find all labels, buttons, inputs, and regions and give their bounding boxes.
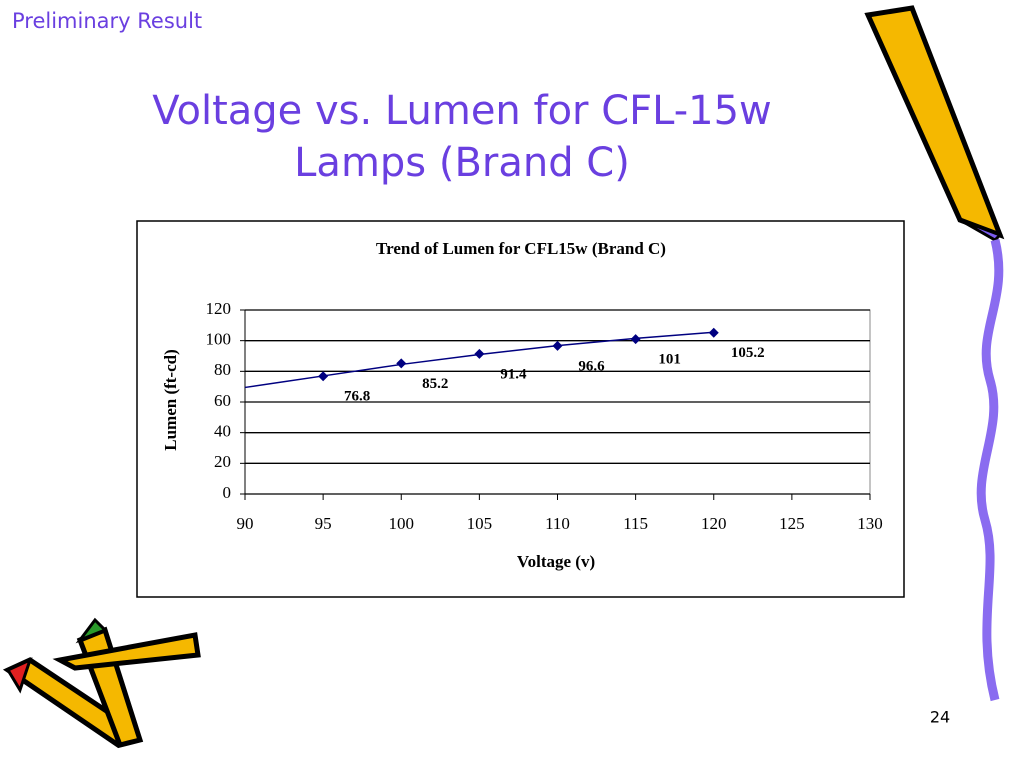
data-label: 91.4 [500,366,527,382]
data-label: 105.2 [731,345,765,361]
x-tick-label: 120 [701,514,727,533]
data-label: 96.6 [578,358,605,374]
slide-title: Voltage vs. Lumen for CFL-15w [152,88,772,134]
marker [318,371,329,382]
y-tick-label: 40 [214,422,231,441]
x-tick-label: 95 [315,514,332,533]
marker [708,327,719,338]
page-number: 24 [930,708,950,727]
y-tick-label: 60 [214,391,231,410]
chart-title: Trend of Lumen for CFL15w (Brand C) [376,239,666,258]
x-tick-label: 105 [467,514,493,533]
header-label: Preliminary Result [12,9,202,33]
data-label: 85.2 [422,376,448,392]
x-tick-label: 115 [623,514,648,533]
x-tick-label: 90 [237,514,254,533]
pencil-decoration [2,5,1005,749]
y-tick-label: 120 [206,299,232,318]
x-tick-label: 110 [545,514,570,533]
x-axis-label: Voltage (v) [517,552,595,571]
data-label: 101 [658,352,681,368]
y-tick-label: 80 [214,360,231,379]
marker [552,340,563,351]
y-tick-label: 0 [223,483,232,502]
y-tick-label: 100 [206,330,232,349]
marker [630,334,641,345]
x-tick-label: 125 [779,514,805,533]
x-tick-label: 100 [389,514,415,533]
slide-title: Lamps (Brand C) [294,140,630,186]
marker [474,348,485,359]
data-label: 76.8 [344,389,370,405]
y-tick-label: 20 [214,452,231,471]
chart-frame [136,220,905,598]
marker [396,358,407,369]
y-axis-label: Lumen (ft-cd) [161,349,180,451]
x-tick-label: 130 [857,514,883,533]
